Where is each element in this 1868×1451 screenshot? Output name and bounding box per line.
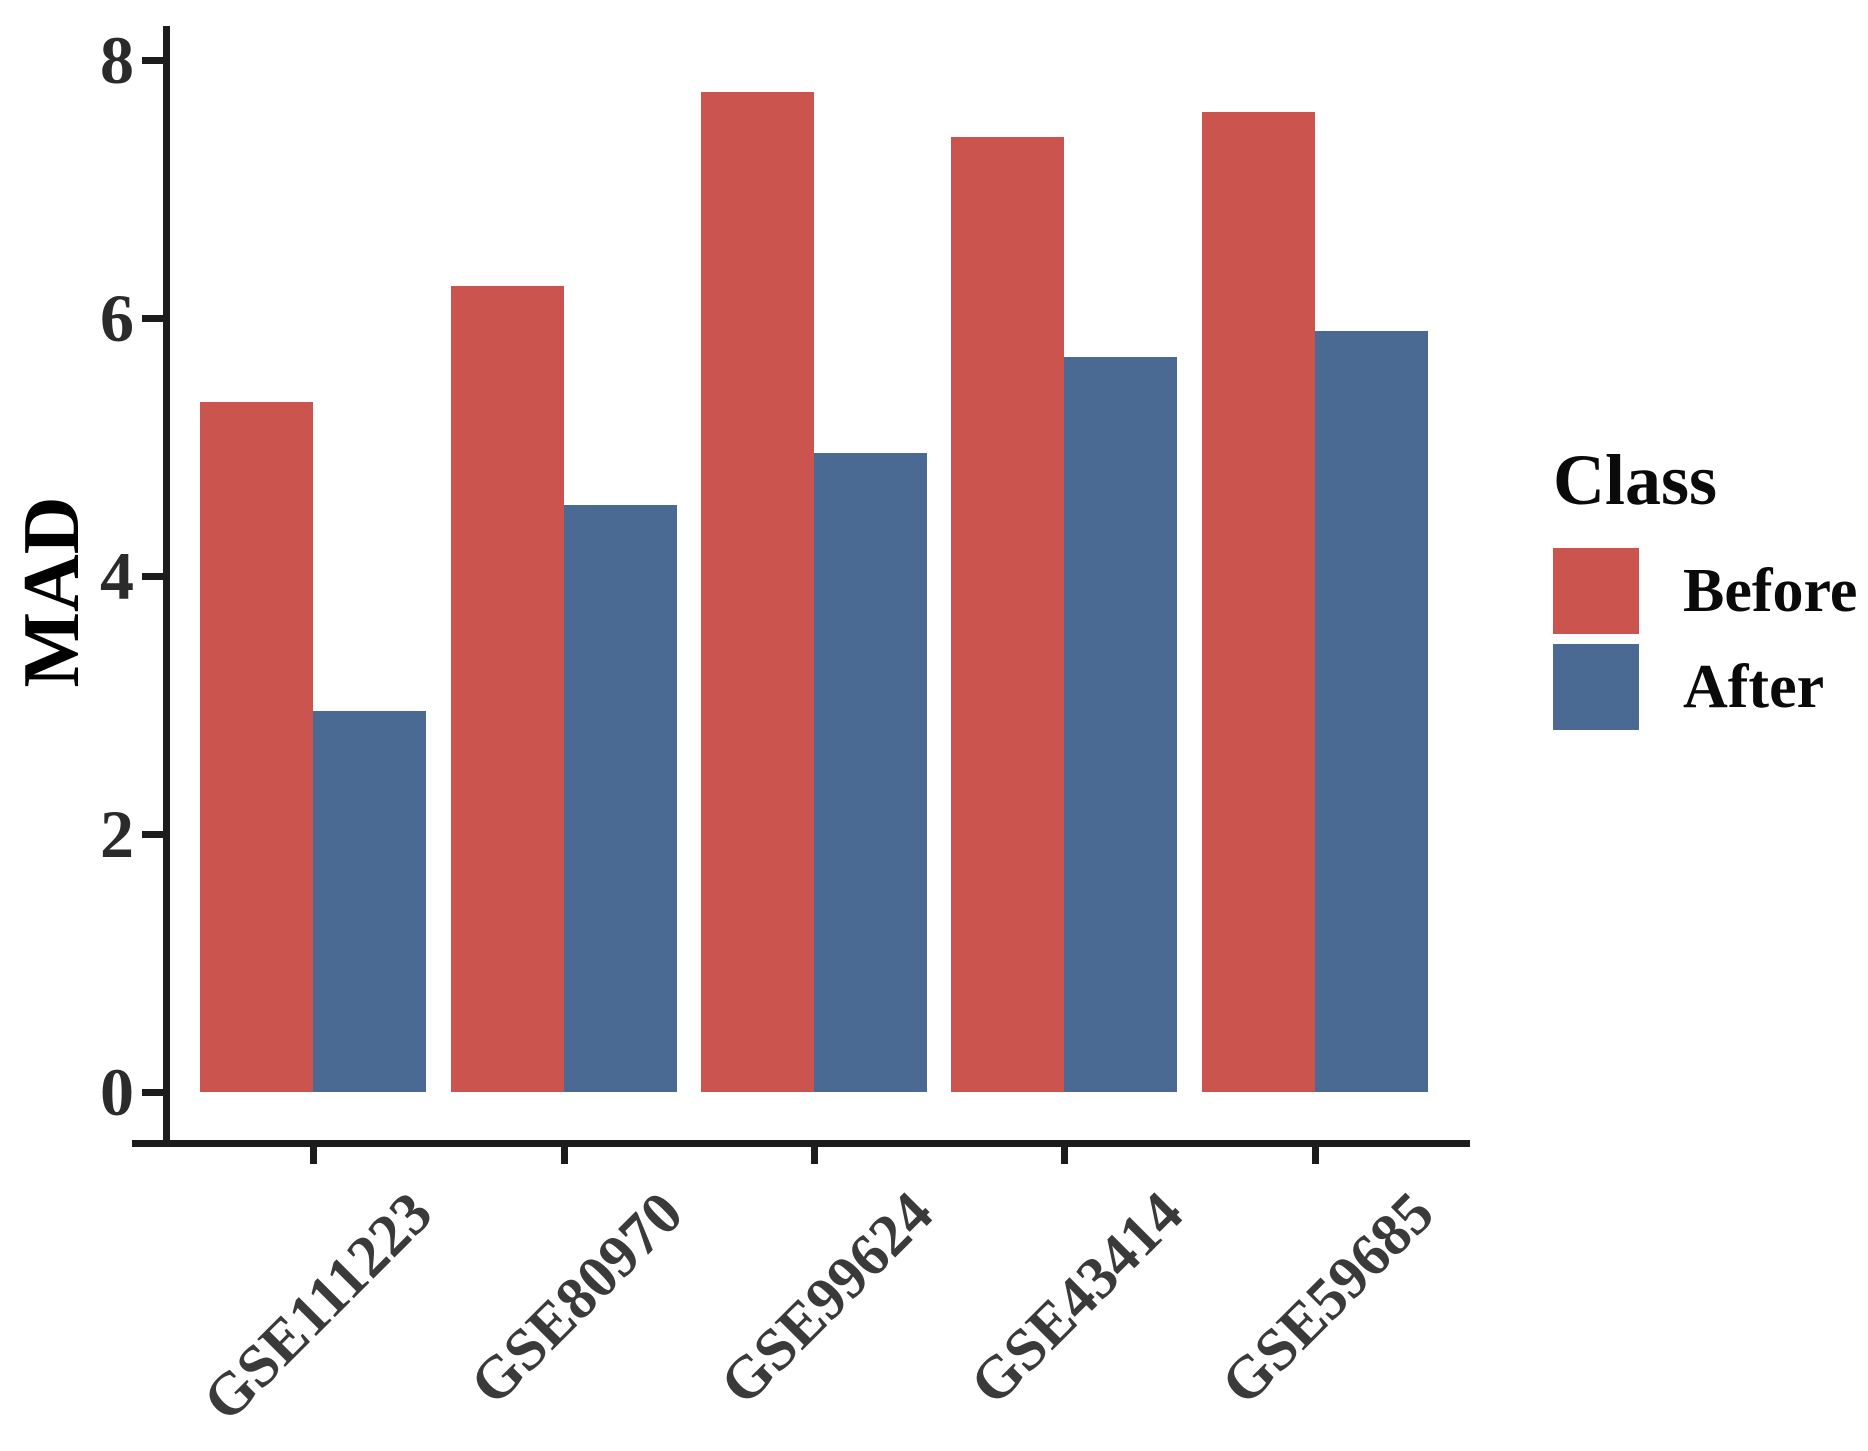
- x-tick-label-GSE111223: GSE111223: [189, 1179, 444, 1434]
- y-tick-label-6: 6: [100, 280, 134, 356]
- legend: Class Before After: [1553, 438, 1857, 740]
- bar-before-GSE99624: [701, 92, 814, 1092]
- legend-label-before: Before: [1683, 556, 1858, 625]
- y-tick-8: [142, 57, 163, 64]
- bar-before-GSE111223: [200, 402, 313, 1092]
- bar-after-GSE111223: [313, 711, 426, 1092]
- x-tick-label-GSE99624: GSE99624: [707, 1179, 945, 1417]
- x-axis-line: [132, 1140, 1470, 1147]
- x-tick-GSE111223: [310, 1147, 317, 1164]
- x-tick-label-GSE59685: GSE59685: [1208, 1179, 1446, 1417]
- legend-item-after: After: [1553, 644, 1857, 730]
- y-axis-line: [163, 26, 170, 1147]
- bar-after-GSE99624: [814, 453, 927, 1092]
- legend-swatch-before: [1553, 548, 1639, 634]
- x-tick-label-GSE80970: GSE80970: [457, 1179, 695, 1417]
- legend-label-after: After: [1683, 652, 1825, 721]
- legend-item-before: Before: [1553, 548, 1857, 634]
- y-tick-4: [142, 573, 163, 580]
- bar-before-GSE59685: [1202, 112, 1315, 1092]
- legend-swatch-after: [1553, 644, 1639, 730]
- y-tick-label-4: 4: [100, 538, 134, 614]
- x-tick-GSE80970: [561, 1147, 568, 1164]
- x-tick-GSE59685: [1312, 1147, 1319, 1164]
- x-tick-GSE43414: [1061, 1147, 1068, 1164]
- y-tick-0: [142, 1089, 163, 1096]
- bar-before-GSE43414: [951, 137, 1064, 1092]
- bar-after-GSE43414: [1064, 357, 1177, 1092]
- y-tick-label-8: 8: [100, 22, 134, 98]
- y-tick-6: [142, 315, 163, 322]
- y-tick-2: [142, 831, 163, 838]
- bar-after-GSE59685: [1315, 331, 1428, 1092]
- y-tick-label-0: 0: [100, 1054, 134, 1130]
- bar-after-GSE80970: [564, 505, 677, 1092]
- bar-before-GSE80970: [451, 286, 564, 1092]
- legend-title: Class: [1553, 440, 1718, 520]
- x-tick-label-GSE43414: GSE43414: [957, 1179, 1195, 1417]
- x-tick-GSE99624: [811, 1147, 818, 1164]
- y-tick-label-2: 2: [100, 796, 134, 872]
